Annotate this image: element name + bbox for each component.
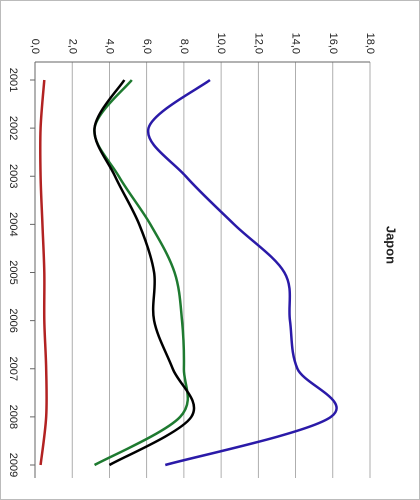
y-tick-label: 2,0 bbox=[66, 39, 78, 54]
x-tick-label: 2005 bbox=[7, 260, 19, 284]
series-line bbox=[147, 78, 338, 467]
y-tick-label: 18,0 bbox=[364, 33, 376, 54]
y-tick-label: 0,0 bbox=[29, 39, 41, 54]
series-line bbox=[93, 79, 196, 467]
y-tick-label: 8,0 bbox=[178, 39, 190, 54]
x-tick-label: 2003 bbox=[7, 164, 19, 188]
rotated-chart: Japon 0,0 2,0 4,0 6,0 8,0 10,0 12,0 14,0 16,0 18,… bbox=[7, 33, 399, 478]
y-tick-label: 6,0 bbox=[141, 39, 153, 54]
series-line bbox=[38, 79, 48, 466]
chart-title: Japon bbox=[384, 226, 399, 264]
x-tick-label: 2004 bbox=[7, 212, 19, 236]
x-tick-label: 2006 bbox=[7, 308, 19, 332]
y-tick-label: 10,0 bbox=[215, 33, 227, 54]
x-tick-label: 2002 bbox=[7, 116, 19, 140]
x-tick-label: 2009 bbox=[7, 453, 19, 477]
x-tick-label: 2001 bbox=[7, 68, 19, 92]
y-tick-label: 14,0 bbox=[290, 33, 302, 54]
x-tick-label: 2007 bbox=[7, 357, 19, 381]
y-tick-label: 4,0 bbox=[104, 39, 116, 54]
y-tick-label: 16,0 bbox=[327, 33, 339, 54]
y-tick-label: 12,0 bbox=[252, 33, 264, 54]
x-tick-label: 2008 bbox=[7, 405, 19, 429]
